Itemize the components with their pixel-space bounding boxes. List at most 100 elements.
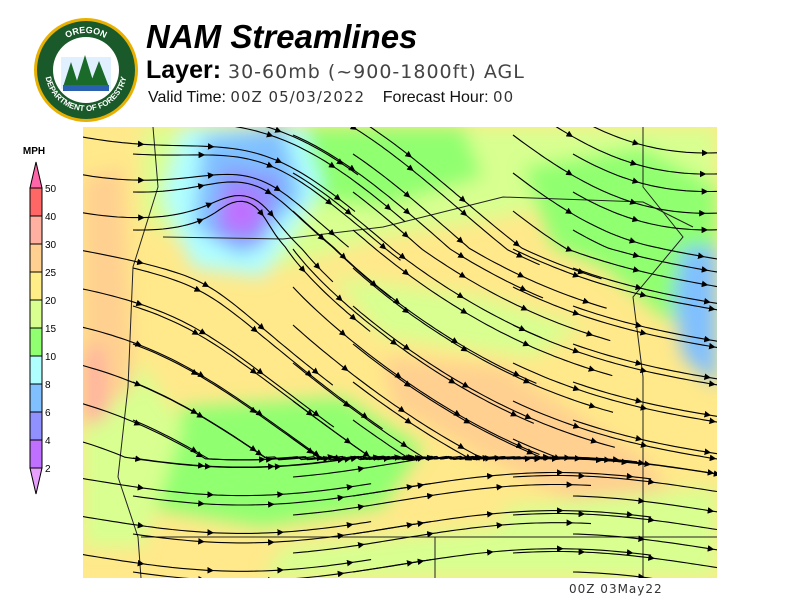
streamline (522, 275, 590, 304)
streamline (195, 450, 266, 463)
streamline-map (83, 127, 717, 578)
streamline (362, 492, 434, 508)
model-run-stamp: 00Z 03May22 (569, 582, 663, 596)
streamline (303, 270, 357, 321)
streamline (422, 549, 494, 562)
streamline (132, 267, 202, 292)
streamline (595, 441, 615, 448)
streamline (353, 169, 411, 215)
legend-swatch (29, 439, 43, 469)
streamline (644, 332, 716, 350)
streamline (512, 210, 573, 252)
streamline (407, 348, 470, 388)
streamline (292, 503, 365, 516)
legend-tick-label: 40 (45, 212, 57, 223)
streamline (132, 571, 205, 578)
streamline (198, 290, 258, 333)
legend-tick-label: 10 (45, 352, 57, 363)
streamline (279, 130, 344, 165)
streamline (512, 362, 580, 392)
legend-tick-label: 15 (45, 324, 57, 335)
streamline (211, 491, 284, 498)
streamline (572, 153, 640, 184)
streamline (132, 457, 205, 469)
legend-swatch (29, 187, 43, 217)
streamline (142, 487, 214, 498)
streamline (568, 457, 589, 459)
streamline (577, 351, 648, 374)
streamline (652, 519, 717, 531)
streamline (582, 475, 655, 485)
streamline (369, 127, 412, 158)
streamline (354, 318, 371, 332)
streamline (652, 557, 717, 569)
streamline (318, 267, 334, 283)
legend-swatch (29, 243, 43, 273)
streamline (512, 548, 586, 556)
streamline (642, 462, 715, 476)
streamline (572, 495, 645, 505)
streamline (634, 202, 706, 217)
streamline (465, 312, 530, 347)
streamline (211, 566, 284, 574)
streamline (317, 414, 335, 428)
streamline (524, 289, 544, 299)
streamline (271, 165, 333, 205)
streamline (344, 257, 401, 305)
streamline (593, 369, 613, 377)
streamline (202, 463, 275, 470)
streamline (204, 332, 264, 375)
streamline (644, 407, 717, 425)
streamline (352, 305, 411, 351)
legend-tick-label: 30 (45, 240, 57, 251)
valid-time-label: Valid Time: (148, 89, 226, 106)
streamline (431, 522, 504, 535)
streamline (351, 559, 372, 564)
streamline (572, 419, 643, 442)
streamline (140, 303, 207, 335)
streamline (310, 374, 369, 419)
streamline (462, 256, 527, 291)
streamline (572, 267, 643, 291)
streamline (463, 200, 520, 247)
streamline (501, 519, 574, 527)
streamline (702, 255, 717, 260)
streamline (527, 344, 596, 372)
legend-swatch (29, 327, 43, 357)
streamline (316, 372, 334, 386)
streamline (83, 554, 145, 567)
streamline (491, 507, 564, 515)
streamline (212, 146, 283, 164)
streamline (202, 539, 275, 546)
legend-tick-label: 6 (45, 408, 51, 419)
streamline (582, 513, 655, 523)
streamline (351, 483, 372, 488)
valid-time-value: 00Z 05/03/2022 (230, 88, 365, 106)
streamline (525, 308, 594, 337)
streamline (352, 419, 413, 461)
streamline (132, 419, 198, 453)
layer-value: 30-60mb (~900-1800ft) AGL (228, 61, 525, 83)
streamline (634, 163, 707, 178)
streamline (570, 135, 638, 166)
streamline (295, 570, 345, 578)
columbia-river-border (162, 196, 694, 240)
streamline (352, 455, 422, 462)
legend-tick-label: 4 (45, 436, 51, 447)
streamline (517, 244, 585, 275)
streamline (403, 257, 464, 299)
streamline (355, 128, 414, 172)
streamline (591, 334, 611, 342)
streamline (346, 369, 406, 413)
streamline (272, 456, 345, 467)
streamline (292, 172, 352, 215)
streamline (142, 172, 215, 181)
streamline (500, 481, 574, 488)
streamline (640, 400, 712, 418)
streamline (262, 327, 319, 375)
streamline (636, 181, 709, 195)
streamline (592, 127, 640, 146)
streamline (272, 494, 345, 505)
streamline (561, 548, 634, 556)
streamline (340, 299, 398, 345)
